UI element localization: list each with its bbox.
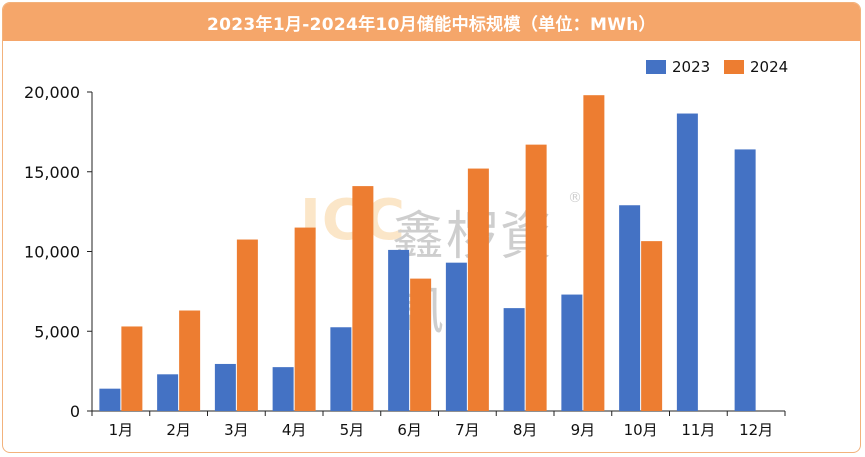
bar-2023-3 — [214, 363, 236, 411]
bar-2023-1 — [99, 388, 121, 411]
bar-2024-4 — [294, 227, 316, 411]
bar-2024-10 — [641, 241, 663, 411]
bar-2023-10 — [619, 205, 641, 411]
bar-2023-11 — [676, 113, 698, 411]
bar-2024-2 — [179, 310, 201, 411]
x-tick-label: 1月 — [109, 421, 134, 439]
x-tick-label: 4月 — [282, 421, 307, 439]
y-tick-label: 15,000 — [24, 163, 80, 182]
legend-label-2024: 2024 — [750, 58, 788, 76]
x-tick-label: 11月 — [681, 421, 715, 439]
chart-title: 2023年1月-2024年10月储能中标规模（单位：MWh） — [3, 3, 860, 41]
x-tick-label: 6月 — [397, 421, 422, 439]
bar-2024-7 — [467, 168, 489, 411]
legend-swatch-2023 — [646, 60, 666, 74]
x-tick-label: 5月 — [340, 421, 365, 439]
bar-2024-6 — [410, 278, 432, 411]
bar-2024-8 — [525, 144, 547, 411]
x-tick-label: 8月 — [513, 421, 538, 439]
bar-2023-6 — [388, 249, 410, 411]
legend-label-2023: 2023 — [672, 58, 710, 76]
y-tick-label: 10,000 — [24, 243, 80, 262]
bar-2023-4 — [272, 367, 294, 411]
bar-2024-1 — [121, 326, 143, 411]
x-tick-label: 7月 — [455, 421, 480, 439]
legend-swatch-2024 — [724, 60, 744, 74]
bar-2023-9 — [561, 294, 583, 411]
bar-2023-5 — [330, 327, 352, 411]
bar-2023-12 — [734, 149, 756, 412]
bar-2023-7 — [445, 262, 467, 411]
x-tick-label: 2月 — [166, 421, 191, 439]
y-tick-label: 0 — [70, 402, 80, 421]
x-tick-label: 3月 — [224, 421, 249, 439]
bar-2024-5 — [352, 186, 374, 411]
x-tick-label: 12月 — [739, 421, 773, 439]
bar-2024-3 — [236, 239, 258, 411]
x-tick-label: 9月 — [571, 421, 596, 439]
bar-2023-8 — [503, 308, 525, 411]
bar-2023-2 — [157, 374, 179, 411]
bar-2024-9 — [583, 95, 605, 411]
y-tick-label: 5,000 — [34, 322, 80, 341]
x-tick-label: 10月 — [624, 421, 658, 439]
y-tick-label: 20,000 — [24, 83, 80, 102]
